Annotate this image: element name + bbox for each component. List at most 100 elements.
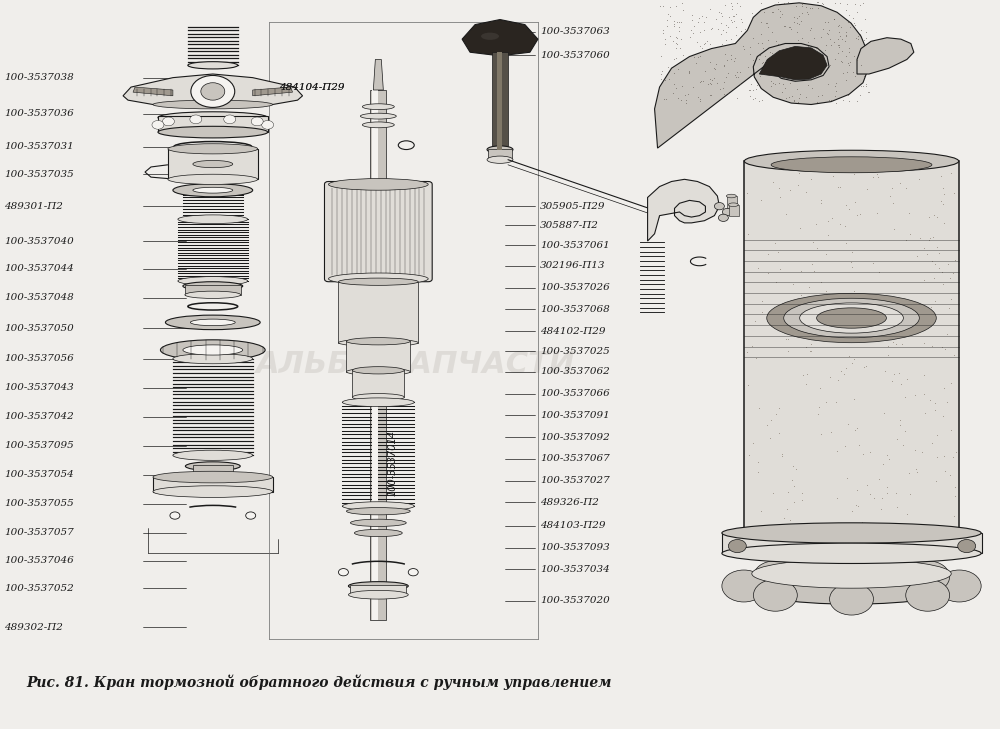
Ellipse shape bbox=[348, 590, 408, 599]
Bar bbox=[370, 90, 386, 620]
Text: 100-3537052: 100-3537052 bbox=[4, 584, 74, 593]
Circle shape bbox=[722, 208, 732, 216]
Bar bbox=[350, 585, 406, 595]
Ellipse shape bbox=[481, 33, 499, 40]
Ellipse shape bbox=[153, 471, 273, 483]
Ellipse shape bbox=[173, 184, 253, 197]
Ellipse shape bbox=[487, 146, 513, 153]
Polygon shape bbox=[133, 87, 173, 95]
Ellipse shape bbox=[183, 281, 243, 290]
Ellipse shape bbox=[160, 340, 265, 360]
Text: 100-3537095: 100-3537095 bbox=[4, 441, 74, 451]
Text: 100-3537034: 100-3537034 bbox=[540, 565, 610, 574]
Text: 100-3537046: 100-3537046 bbox=[4, 556, 74, 565]
Ellipse shape bbox=[153, 100, 273, 109]
Polygon shape bbox=[462, 20, 538, 56]
Ellipse shape bbox=[722, 543, 981, 564]
Ellipse shape bbox=[338, 278, 418, 285]
Ellipse shape bbox=[346, 338, 410, 345]
Ellipse shape bbox=[346, 507, 410, 515]
Circle shape bbox=[170, 512, 180, 519]
Ellipse shape bbox=[354, 529, 402, 537]
Text: 100-3537066: 100-3537066 bbox=[540, 389, 610, 398]
Ellipse shape bbox=[153, 486, 273, 497]
Circle shape bbox=[830, 557, 873, 589]
Ellipse shape bbox=[352, 394, 404, 401]
Text: 100-3537040: 100-3537040 bbox=[4, 236, 74, 246]
Ellipse shape bbox=[744, 150, 959, 172]
Bar bbox=[729, 205, 739, 217]
Text: 484102-П29: 484102-П29 bbox=[540, 327, 605, 335]
Text: 100-3537035: 100-3537035 bbox=[4, 170, 74, 179]
Ellipse shape bbox=[350, 519, 406, 526]
Ellipse shape bbox=[158, 112, 268, 123]
Circle shape bbox=[191, 76, 235, 107]
Ellipse shape bbox=[342, 398, 414, 407]
Text: Рис. 81. Кран тормозной обратного действия с ручным управлением: Рис. 81. Кран тормозной обратного действ… bbox=[26, 674, 612, 690]
Circle shape bbox=[338, 569, 348, 576]
Text: 100-3537031: 100-3537031 bbox=[4, 142, 74, 151]
Ellipse shape bbox=[185, 461, 240, 470]
Bar bbox=[158, 116, 268, 132]
Ellipse shape bbox=[173, 451, 253, 460]
Text: 100-3537091: 100-3537091 bbox=[540, 411, 610, 420]
Circle shape bbox=[162, 117, 174, 126]
Circle shape bbox=[251, 117, 263, 126]
Text: 100-3537093: 100-3537093 bbox=[540, 543, 610, 552]
Ellipse shape bbox=[800, 303, 903, 333]
Text: 100-3537061: 100-3537061 bbox=[540, 241, 610, 250]
Ellipse shape bbox=[168, 174, 258, 184]
Polygon shape bbox=[346, 289, 411, 311]
Ellipse shape bbox=[726, 194, 736, 198]
Polygon shape bbox=[759, 47, 827, 79]
Bar bbox=[346, 341, 410, 372]
Circle shape bbox=[201, 82, 225, 100]
Text: 489301-П2: 489301-П2 bbox=[4, 202, 63, 211]
Ellipse shape bbox=[168, 144, 258, 154]
Text: 484104-П29: 484104-П29 bbox=[279, 82, 344, 92]
Circle shape bbox=[728, 539, 746, 553]
Bar bbox=[185, 285, 241, 295]
Text: АЛЬБА-ЗАПЧАСТИ: АЛЬБА-ЗАПЧАСТИ bbox=[256, 350, 575, 379]
Text: 100-3537042: 100-3537042 bbox=[4, 413, 74, 421]
Text: 100-3537044: 100-3537044 bbox=[4, 264, 74, 273]
Circle shape bbox=[906, 580, 950, 611]
Ellipse shape bbox=[185, 291, 241, 298]
Ellipse shape bbox=[360, 113, 396, 119]
Ellipse shape bbox=[771, 157, 932, 173]
Ellipse shape bbox=[165, 315, 260, 330]
Text: 100-3537027: 100-3537027 bbox=[540, 476, 610, 486]
Text: 489302-П2: 489302-П2 bbox=[4, 623, 63, 632]
Text: 100-3537048: 100-3537048 bbox=[4, 293, 74, 303]
Bar bbox=[722, 533, 982, 553]
Bar bbox=[488, 149, 512, 160]
Text: 484103-П29: 484103-П29 bbox=[540, 521, 605, 530]
Ellipse shape bbox=[328, 179, 428, 190]
Circle shape bbox=[753, 580, 797, 611]
Text: 100-3537043: 100-3537043 bbox=[4, 383, 74, 392]
Bar bbox=[744, 161, 959, 553]
Text: 100-3537026: 100-3537026 bbox=[540, 283, 610, 292]
Polygon shape bbox=[648, 179, 719, 241]
Ellipse shape bbox=[362, 122, 394, 128]
Text: 100-3537068: 100-3537068 bbox=[540, 305, 610, 313]
Text: 100-3537062: 100-3537062 bbox=[540, 367, 610, 376]
Circle shape bbox=[718, 214, 728, 222]
Ellipse shape bbox=[173, 354, 253, 364]
Text: 305905-П29: 305905-П29 bbox=[540, 202, 605, 211]
Ellipse shape bbox=[722, 523, 981, 543]
Polygon shape bbox=[655, 3, 869, 148]
Text: 100-3537014: 100-3537014 bbox=[387, 429, 397, 496]
Bar bbox=[153, 477, 273, 491]
Ellipse shape bbox=[742, 568, 961, 604]
Bar bbox=[193, 465, 233, 475]
Ellipse shape bbox=[342, 502, 414, 510]
Text: 100-3537020: 100-3537020 bbox=[540, 596, 610, 605]
Ellipse shape bbox=[362, 104, 394, 109]
Ellipse shape bbox=[817, 308, 886, 328]
Ellipse shape bbox=[178, 215, 248, 224]
Ellipse shape bbox=[328, 273, 428, 284]
Circle shape bbox=[958, 539, 976, 553]
Ellipse shape bbox=[784, 298, 919, 338]
FancyBboxPatch shape bbox=[324, 182, 432, 281]
